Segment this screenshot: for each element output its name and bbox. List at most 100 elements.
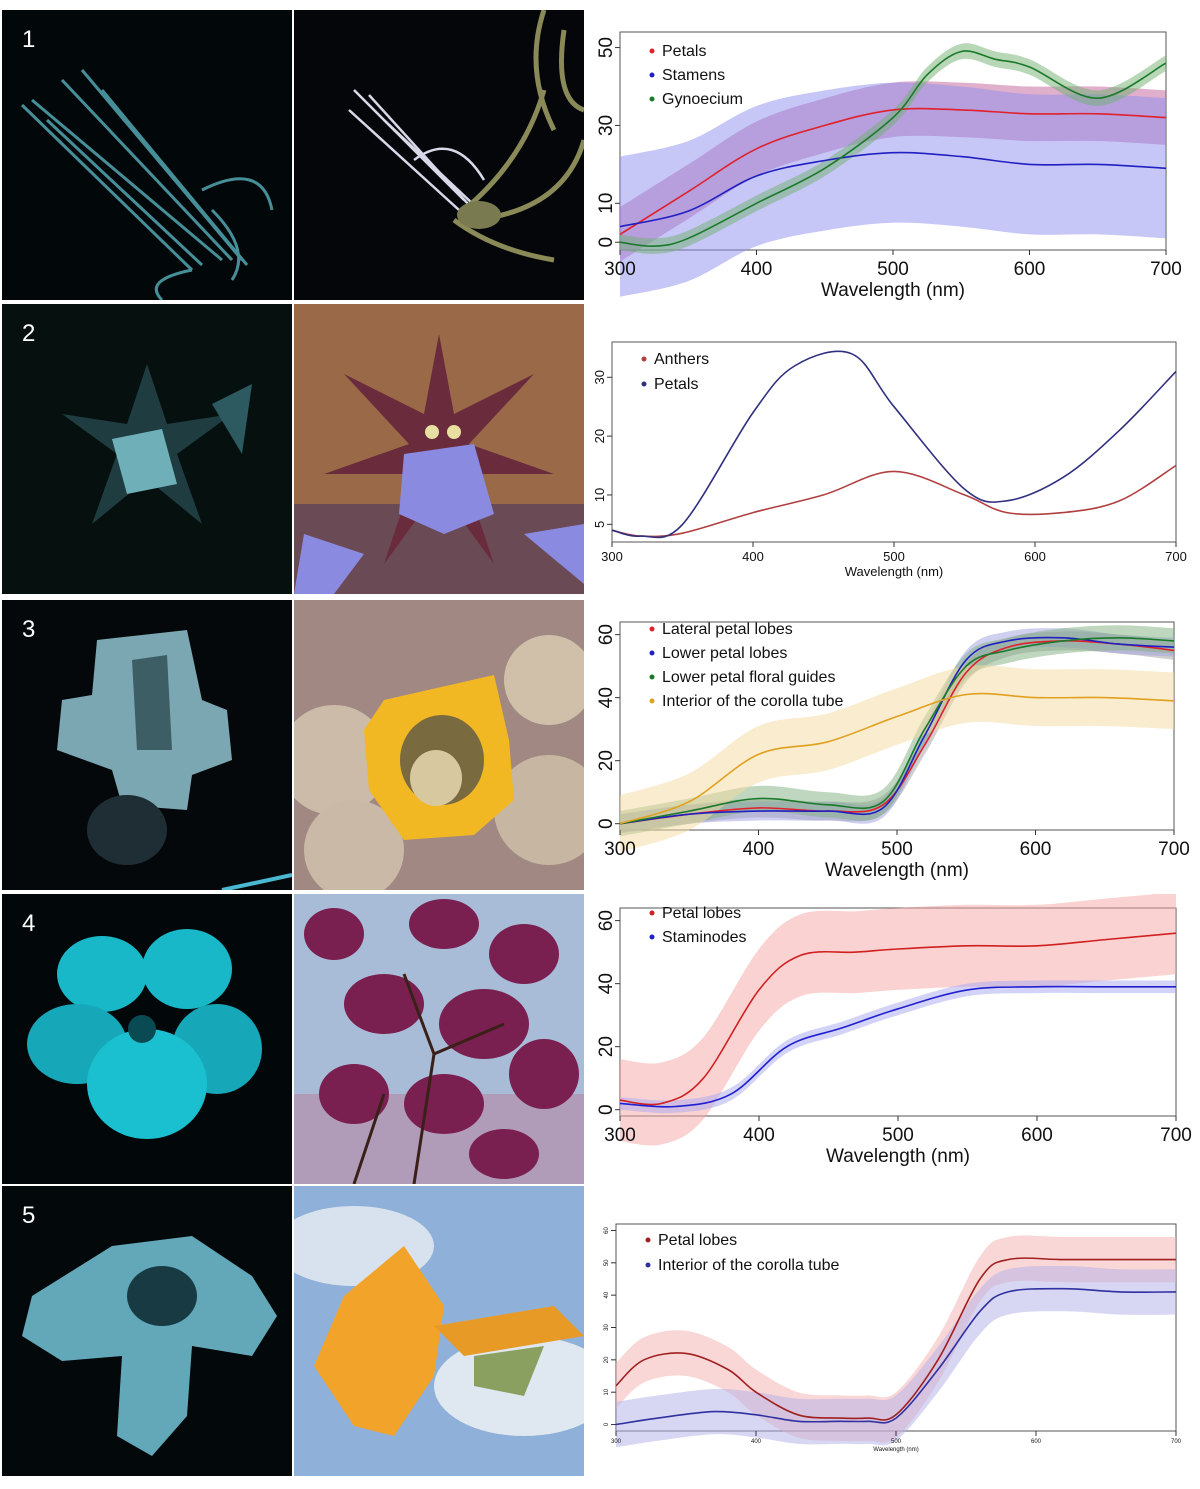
series-line-1 bbox=[611, 464, 1177, 538]
series-line-4 bbox=[619, 692, 1175, 825]
y-tick-label: 0 bbox=[596, 237, 617, 248]
x-tick-label: 400 bbox=[751, 1439, 762, 1445]
x-tick-label: 600 bbox=[1024, 549, 1046, 564]
series-line-2 bbox=[611, 350, 1177, 539]
color-photo-3 bbox=[294, 600, 584, 890]
series-line-1 bbox=[615, 1257, 1176, 1421]
x-tick-label: 500 bbox=[891, 1439, 902, 1445]
x-tick-label: 600 bbox=[1031, 1439, 1042, 1445]
x-tick-label: 700 bbox=[1158, 839, 1190, 860]
y-tick-label: 60 bbox=[596, 624, 617, 645]
legend-label-3: Lower petal floral guides bbox=[662, 669, 835, 686]
uv-photo-3-image bbox=[2, 600, 292, 890]
series-line-2 bbox=[619, 151, 1167, 228]
legend-marker-2 bbox=[649, 650, 655, 656]
panel-row-5: 5 bbox=[0, 1186, 1200, 1476]
legend-marker-1 bbox=[649, 626, 655, 632]
series-line-2 bbox=[619, 636, 1175, 825]
x-axis-title: Wavelength (nm) bbox=[845, 564, 944, 579]
confidence-band-2 bbox=[620, 82, 1166, 297]
legend-label-2: Interior of the corolla tube bbox=[658, 1257, 840, 1274]
color-photo-2 bbox=[294, 304, 584, 594]
panel-number-1: 1 bbox=[22, 26, 36, 53]
series-line-1 bbox=[619, 932, 1177, 1106]
series-line-1 bbox=[619, 640, 1175, 825]
panel-row-1: 1 bbox=[0, 10, 1200, 300]
y-tick-label: 10 bbox=[604, 1388, 610, 1395]
uv-photo-5: 5 bbox=[2, 1186, 292, 1476]
x-axis-title: Wavelength (nm) bbox=[821, 280, 965, 300]
chart-3: 300 400 500 600 700 0 20 40 60 Wavelength (nm) Lat… bbox=[588, 600, 1198, 890]
y-tick-label: 30 bbox=[592, 370, 607, 384]
x-tick-label: 700 bbox=[1171, 1439, 1182, 1445]
y-tick-label: 50 bbox=[596, 37, 617, 58]
x-tick-label: 400 bbox=[741, 259, 773, 280]
panel-number-5: 5 bbox=[22, 1202, 36, 1229]
color-photo-5-image bbox=[294, 1186, 584, 1476]
legend-marker-1 bbox=[645, 1237, 651, 1243]
x-tick-label: 600 bbox=[1020, 839, 1052, 860]
y-tick-label: 40 bbox=[596, 973, 617, 994]
color-photo-5 bbox=[294, 1186, 584, 1476]
x-tick-label: 300 bbox=[601, 549, 623, 564]
uv-photo-4-image bbox=[2, 894, 292, 1184]
confidence-band-1 bbox=[620, 894, 1176, 1146]
y-tick-label: 60 bbox=[604, 1226, 610, 1233]
uv-photo-2: 2 bbox=[2, 304, 292, 594]
color-photo-3-image bbox=[294, 600, 584, 890]
y-tick-label: 10 bbox=[592, 488, 607, 502]
legend-label-1: Petal lobes bbox=[662, 905, 741, 922]
panel-row-4: 4 bbox=[0, 894, 1200, 1184]
legend-label-4: Interior of the corolla tube bbox=[662, 693, 844, 710]
legend-marker-3 bbox=[649, 674, 655, 680]
legend-label-2: Lower petal lobes bbox=[662, 645, 787, 662]
x-tick-label: 500 bbox=[883, 549, 905, 564]
x-tick-label: 400 bbox=[742, 549, 764, 564]
legend-marker-4 bbox=[649, 698, 655, 704]
legend-marker-3 bbox=[649, 96, 655, 102]
x-tick-label: 300 bbox=[604, 1125, 636, 1146]
panel-number-2: 2 bbox=[22, 320, 36, 347]
series-line-2 bbox=[615, 1287, 1177, 1426]
x-tick-label: 700 bbox=[1150, 259, 1182, 280]
x-tick-label: 500 bbox=[882, 1125, 914, 1146]
y-tick-label: 20 bbox=[596, 750, 617, 771]
confidence-band-1 bbox=[616, 1235, 1176, 1443]
chart-5-svg: 300 400 500 600 700 0 10 20 30 40 50 60 Wavelength (… bbox=[604, 1223, 1182, 1453]
uv-photo-1-image bbox=[2, 10, 292, 300]
legend-marker-1 bbox=[641, 356, 647, 362]
panel-number-3: 3 bbox=[22, 616, 36, 643]
y-tick-label: 10 bbox=[596, 193, 617, 214]
x-tick-label: 400 bbox=[743, 839, 775, 860]
x-tick-label: 300 bbox=[604, 839, 636, 860]
x-tick-label: 700 bbox=[1160, 1125, 1192, 1146]
series-line-1 bbox=[619, 107, 1167, 236]
y-tick-label: 40 bbox=[596, 687, 617, 708]
chart-5: 300 400 500 600 700 0 10 20 30 40 50 60 Wavelength (… bbox=[588, 1186, 1198, 1476]
uv-photo-2-image bbox=[2, 304, 292, 594]
color-photo-2-image bbox=[294, 304, 584, 594]
x-tick-label: 600 bbox=[1021, 1125, 1053, 1146]
x-tick-label: 700 bbox=[1165, 549, 1187, 564]
uv-photo-4: 4 bbox=[2, 894, 292, 1184]
legend-marker-1 bbox=[649, 48, 655, 54]
y-tick-label: 40 bbox=[604, 1291, 610, 1298]
series-line-3 bbox=[619, 636, 1175, 825]
x-tick-label: 400 bbox=[743, 1125, 775, 1146]
legend-label-2: Staminodes bbox=[662, 929, 747, 946]
color-photo-4 bbox=[294, 894, 584, 1184]
legend-marker-2 bbox=[649, 934, 655, 940]
series-line-2 bbox=[619, 985, 1176, 1108]
legend-marker-2 bbox=[641, 381, 647, 387]
legend-label-2: Stamens bbox=[662, 67, 725, 84]
y-tick-label: 5 bbox=[592, 521, 607, 528]
legend-marker-2 bbox=[645, 1262, 651, 1268]
legend-label-1: Petals bbox=[662, 43, 706, 60]
uv-photo-5-image bbox=[2, 1186, 292, 1476]
panel-row-3: 3 bbox=[0, 600, 1200, 890]
color-photo-1-image bbox=[294, 10, 584, 300]
y-tick-label: 0 bbox=[596, 818, 617, 829]
series-line-3 bbox=[619, 50, 1167, 247]
y-tick-label: 60 bbox=[596, 910, 617, 931]
x-tick-label: 600 bbox=[1014, 259, 1046, 280]
